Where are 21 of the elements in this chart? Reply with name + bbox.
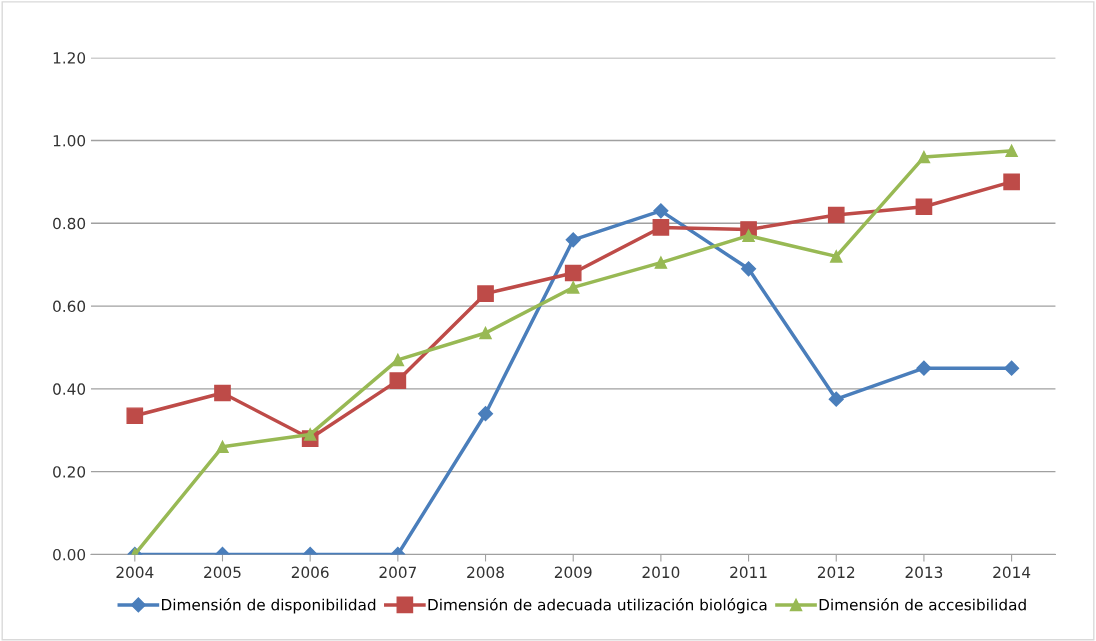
y-tick-label: 0.40 <box>53 383 86 395</box>
x-tick-label: 2010 <box>642 566 680 579</box>
legend-label: Dimensión de adecuada utilización biológica <box>428 598 767 614</box>
legend-label: Dimensión de disponibilidad <box>162 598 376 614</box>
x-tick-label: 2009 <box>554 566 592 579</box>
x-tick-label: 2007 <box>379 566 416 579</box>
y-tick-label: 0.00 <box>53 548 86 561</box>
y-tick-label: 0.20 <box>53 466 86 478</box>
y-tick-label: 0.80 <box>53 217 86 230</box>
y-tick-label: 1.00 <box>53 134 86 147</box>
y-tick-label: 1.20 <box>53 52 86 64</box>
x-tick-label: 2012 <box>817 566 855 579</box>
legend-label: Dimensión de accesibilidad <box>819 598 1026 611</box>
x-tick-label: 2005 <box>204 566 241 579</box>
x-tick-label: 2013 <box>905 566 943 579</box>
x-tick-label: 2004 <box>116 566 154 579</box>
x-tick-label: 2014 <box>993 566 1031 579</box>
x-tick-label: 2008 <box>467 566 504 579</box>
x-tick-label: 2006 <box>291 566 329 579</box>
x-tick-label: 2011 <box>730 566 767 579</box>
y-tick-label: 0.60 <box>53 300 86 313</box>
